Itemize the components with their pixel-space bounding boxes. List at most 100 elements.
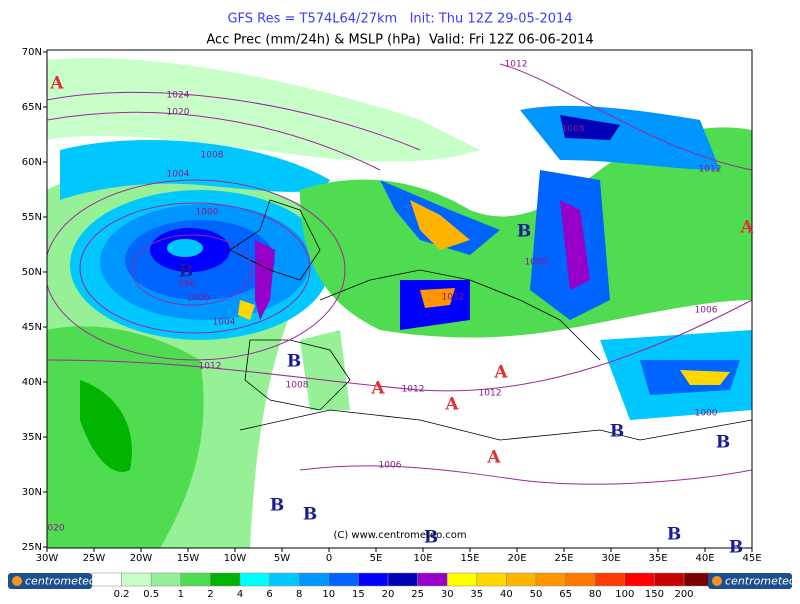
logo-bg bbox=[708, 573, 792, 589]
isobar-label: 1008 bbox=[525, 258, 548, 268]
logo-text: centrometeo bbox=[25, 575, 96, 588]
isobar-label: 020 bbox=[47, 524, 64, 534]
lon-label: 10W bbox=[224, 553, 247, 564]
colorbar-level: 0.2 bbox=[114, 589, 130, 600]
logo-text: centrometeo bbox=[725, 575, 796, 588]
lon-label: 25W bbox=[83, 553, 106, 564]
pressure-center: B bbox=[716, 433, 730, 453]
colorbar-swatch bbox=[654, 572, 685, 587]
isobar-label: 1012 bbox=[505, 60, 528, 70]
isobar-label: 1020 bbox=[167, 108, 190, 118]
isobar-label: 1000 bbox=[196, 208, 219, 218]
pressure-center: B bbox=[270, 496, 284, 516]
lon-label: 20W bbox=[130, 553, 153, 564]
logo: centrometeo bbox=[708, 573, 796, 589]
lat-label: 60N bbox=[22, 157, 42, 168]
pressure-center: B bbox=[303, 505, 317, 525]
logo-icon bbox=[12, 576, 22, 586]
isobar-label: 1008 bbox=[201, 151, 224, 161]
copyright: (C) www.centrometeo.com bbox=[333, 530, 466, 541]
colorbar-level: 150 bbox=[645, 589, 664, 600]
colorbar-level: 4 bbox=[237, 589, 243, 600]
pressure-center: B bbox=[729, 538, 743, 558]
pressure-center: B bbox=[179, 262, 193, 282]
colorbar-level: 30 bbox=[441, 589, 454, 600]
colorbar-swatch bbox=[328, 572, 359, 587]
lat-label: 50N bbox=[22, 267, 42, 278]
colorbar-level: 1 bbox=[178, 589, 184, 600]
lat-label: 25N bbox=[22, 542, 42, 553]
lat-label: 45N bbox=[22, 322, 42, 333]
lon-label: 30W bbox=[36, 553, 59, 564]
lat-label: 55N bbox=[22, 212, 42, 223]
header-line2: Acc Prec (mm/24h) & MSLP (hPa) Valid: Fr… bbox=[206, 33, 593, 48]
colorbar: 0.2 0.5 1 2 4 6 8 10 15 20 25 30 35 40 50 65 80 100 150 200 bbox=[91, 572, 714, 600]
pressure-center: B bbox=[287, 352, 301, 372]
logo: centrometeo bbox=[8, 573, 96, 589]
isobar-label: 1006 bbox=[379, 461, 402, 471]
lon-label: 10E bbox=[413, 553, 432, 564]
pressure-center: B bbox=[517, 222, 531, 242]
colorbar-level: 50 bbox=[530, 589, 543, 600]
lon-label: 5W bbox=[274, 553, 290, 564]
lon-label: 5E bbox=[370, 553, 383, 564]
colorbar-level: 40 bbox=[500, 589, 513, 600]
colorbar-swatch bbox=[269, 572, 300, 587]
lat-label: 35N bbox=[22, 432, 42, 443]
lat-label: 70N bbox=[22, 47, 42, 58]
colorbar-swatch bbox=[387, 572, 418, 587]
colorbar-swatch bbox=[506, 572, 537, 587]
pressure-center: B bbox=[610, 422, 624, 442]
lon-label: 0 bbox=[326, 553, 332, 564]
lon-label: 35E bbox=[648, 553, 667, 564]
colorbar-swatch bbox=[121, 572, 152, 587]
colorbar-level: 0.5 bbox=[143, 589, 159, 600]
pressure-center: A bbox=[739, 218, 754, 238]
colorbar-level: 65 bbox=[559, 589, 572, 600]
lon-label: 15E bbox=[460, 553, 479, 564]
header-line1: GFS Res = T574L64/27km Init: Thu 12Z 29-… bbox=[227, 12, 572, 27]
colorbar-swatch bbox=[150, 572, 182, 587]
colorbar-swatch bbox=[358, 572, 389, 587]
colorbar-level: 25 bbox=[411, 589, 424, 600]
lon-label: 15W bbox=[177, 553, 200, 564]
isobar-label: 1004 bbox=[167, 170, 190, 180]
colorbar-swatch bbox=[535, 572, 566, 587]
pressure-center: B bbox=[424, 528, 438, 548]
isobar-label: 1012 bbox=[699, 165, 722, 175]
isobar-label: 1006 bbox=[695, 306, 718, 316]
lat-label: 65N bbox=[22, 102, 42, 113]
pressure-center: A bbox=[486, 448, 501, 468]
colorbar-swatch bbox=[298, 572, 330, 587]
colorbar-level: 80 bbox=[589, 589, 602, 600]
isobar-label: 1024 bbox=[167, 91, 190, 101]
pressure-center: A bbox=[444, 395, 459, 415]
lon-label: 40E bbox=[695, 553, 714, 564]
isobar-label: 1012 bbox=[479, 389, 502, 399]
isobar-label: 1012 bbox=[402, 385, 425, 395]
colorbar-level: 10 bbox=[322, 589, 335, 600]
colorbar-swatch bbox=[210, 572, 241, 587]
isobar-label: 996 bbox=[178, 280, 195, 290]
lat-label: 40N bbox=[22, 377, 42, 388]
lon-label: 20E bbox=[507, 553, 526, 564]
colorbar-level: 200 bbox=[674, 589, 693, 600]
colorbar-level: 100 bbox=[615, 589, 634, 600]
pressure-center: A bbox=[370, 379, 385, 399]
isobar-label: 1008 bbox=[286, 381, 309, 391]
logo-bg bbox=[8, 573, 92, 589]
pressure-center: B bbox=[667, 525, 681, 545]
isobar-label: 1004 bbox=[213, 318, 236, 328]
colorbar-swatch bbox=[476, 572, 507, 587]
isobar-label: 1008 bbox=[562, 125, 585, 135]
pressure-center: A bbox=[493, 363, 508, 383]
colorbar-level: 15 bbox=[352, 589, 365, 600]
map-frame bbox=[46, 49, 753, 549]
logo-icon bbox=[712, 576, 722, 586]
colorbar-swatch bbox=[446, 572, 478, 587]
isobar-label: 1012 bbox=[199, 362, 222, 372]
lon-label: 30E bbox=[601, 553, 620, 564]
lat-label: 30N bbox=[22, 487, 42, 498]
colorbar-swatch bbox=[180, 572, 211, 587]
